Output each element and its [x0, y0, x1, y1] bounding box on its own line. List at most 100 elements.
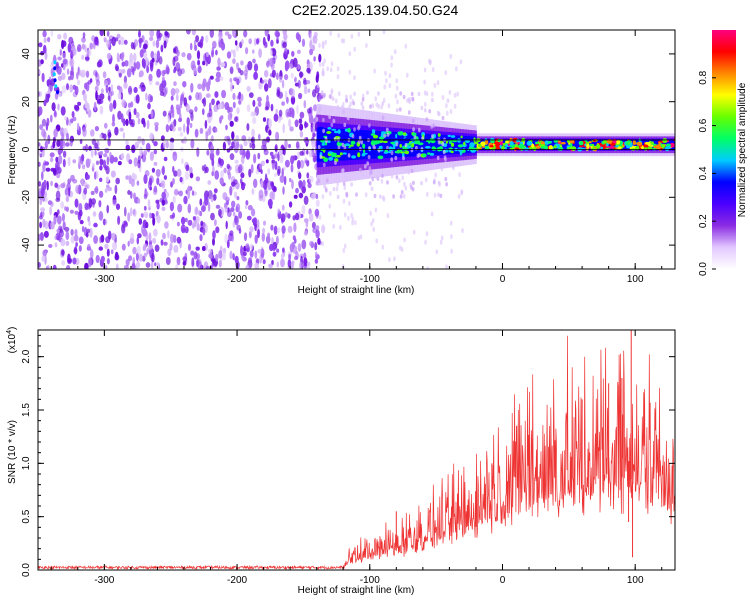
spectrogram-noise-blob: [181, 158, 184, 165]
spectrogram-noise-blob: [309, 48, 314, 56]
spectrogram-band-cell: [566, 139, 570, 150]
spectrogram-noise-blob: [152, 216, 156, 226]
spectrogram-speck: [361, 105, 365, 110]
spectrogram-noise-blob: [74, 85, 79, 96]
spectrogram-noise-blob: [167, 114, 170, 124]
spectrogram-noise-blob: [175, 93, 179, 102]
spectrogram-faint-blob: [350, 33, 354, 39]
spectrogram-speck: [408, 99, 411, 104]
spectrogram-band-cell: [565, 139, 568, 150]
spectrogram-noise-blob: [271, 69, 276, 78]
spectrogram-band-cell: [319, 127, 323, 162]
colorbar-label: Normalized spectral amplitude: [737, 82, 748, 217]
spectrogram-noise-blob: [75, 184, 80, 194]
spectrogram-hot-blob: [464, 139, 470, 143]
spectrogram-speck: [351, 134, 355, 139]
spectrogram-noise-blob: [104, 122, 108, 129]
spectrogram-hot-blob: [372, 134, 379, 139]
spectrogram-noise-blob: [244, 204, 248, 210]
spectrogram-faint-blob: [401, 175, 405, 181]
spectrogram-noise-blob: [199, 234, 203, 242]
spectrogram-noise-blob: [70, 229, 74, 236]
spectrogram-faint-blob: [444, 70, 448, 76]
spectrogram-noise-blob: [238, 164, 243, 173]
spectrogram-noise-blob: [212, 165, 215, 175]
spectrogram-noise-blob: [176, 221, 180, 227]
spectrogram-noise-blob: [169, 141, 174, 152]
spectrogram-speck: [379, 194, 382, 199]
spectrogram-noise-blob: [297, 79, 301, 89]
spectrogram-faint-blob: [450, 248, 453, 254]
spectrogram-band-cell: [423, 133, 426, 156]
spectrogram-speck: [425, 117, 429, 122]
spectrogram-noise-blob: [44, 197, 48, 203]
spectrogram-hot-blob: [350, 140, 356, 145]
spectrogram-hot-blob: [484, 145, 490, 150]
spectrogram-noise-blob: [139, 146, 143, 157]
spectrogram-noise-blob: [194, 44, 198, 52]
spectrogram-noise-blob: [66, 132, 69, 141]
spectrogram-x-tick-label: -300: [94, 274, 114, 285]
spectrogram-faint-blob: [431, 67, 435, 72]
spectrogram-speck: [352, 101, 356, 106]
spectrogram-noise-blob: [44, 161, 50, 166]
spectrogram-speck: [315, 180, 319, 186]
spectrogram-noise-blob: [294, 77, 297, 83]
spectrogram-noise-blob: [117, 110, 122, 120]
spectrogram-noise-blob: [308, 213, 314, 222]
spectrogram-noise-blob: [107, 95, 111, 101]
spectrogram-speck: [341, 168, 345, 173]
spectrogram-speck: [343, 109, 346, 114]
spectrogram-faint-blob: [335, 186, 339, 192]
spectrogram-noise-blob: [234, 215, 238, 224]
spectrogram-hot-blob: [544, 140, 549, 145]
spectrogram-noise-blob: [117, 215, 121, 225]
spectrogram-faint-blob: [335, 98, 338, 104]
spectrogram-noise-blob: [268, 129, 272, 136]
spectrogram-noise-blob: [62, 158, 66, 168]
spectrogram-hot-blob: [429, 152, 435, 156]
spectrogram-hot-blob: [616, 139, 621, 145]
spectrogram-hot-blob: [450, 142, 455, 147]
spectrogram-noise-blob: [38, 146, 41, 156]
spectrogram-noise-blob: [99, 165, 103, 171]
spectrogram-noise-blob: [225, 220, 228, 230]
spectrogram-noise-blob: [81, 73, 85, 78]
spectrogram-noise-blob: [76, 122, 80, 131]
spectrogram-noise-blob: [73, 104, 77, 110]
spectrogram-noise-blob: [104, 147, 110, 154]
spectrogram-noise-blob: [288, 143, 291, 149]
spectrogram-noise-blob: [304, 121, 307, 129]
spectrogram-noise-blob: [188, 95, 192, 101]
spectrogram-noise-blob: [230, 49, 234, 54]
spectrogram-noise-blob: [145, 221, 149, 229]
spectrogram-noise-blob: [133, 157, 138, 167]
spectrogram-noise-blob: [232, 253, 235, 261]
spectrogram-noise-blob: [39, 198, 43, 205]
spectrogram-speck: [360, 140, 364, 145]
spectrogram-band-cell: [474, 136, 477, 153]
spectrogram-noise-blob: [156, 214, 161, 224]
spectrogram-noise-blob: [234, 116, 238, 122]
spectrogram-noise-blob: [125, 140, 129, 146]
spectrogram-noise-blob: [312, 227, 318, 234]
spectrogram-noise-blob: [168, 110, 172, 116]
spectrogram-faint-blob: [329, 67, 333, 73]
spectrogram-noise-blob: [290, 95, 296, 105]
spectrogram-noise-blob: [39, 124, 44, 130]
spectrogram-noise-blob: [253, 63, 259, 72]
spectrogram-noise-blob: [156, 50, 160, 60]
spectrogram-noise-blob: [193, 67, 198, 75]
spectrogram-band-cell: [353, 129, 356, 160]
spectrogram-speck: [328, 94, 332, 99]
spectrogram-noise-blob: [149, 132, 154, 141]
spectrogram-noise-blob: [120, 53, 124, 62]
spectrogram-speck: [369, 170, 373, 176]
spectrogram-faint-blob: [342, 102, 345, 107]
spectrogram-noise-blob: [226, 210, 232, 218]
spectrogram-noise-blob: [84, 82, 88, 90]
spectrogram-noise-blob: [112, 99, 117, 110]
spectrogram-noise-blob: [203, 164, 207, 174]
spectrogram-noise-blob: [258, 48, 262, 58]
spectrogram-noise-blob: [45, 122, 49, 131]
